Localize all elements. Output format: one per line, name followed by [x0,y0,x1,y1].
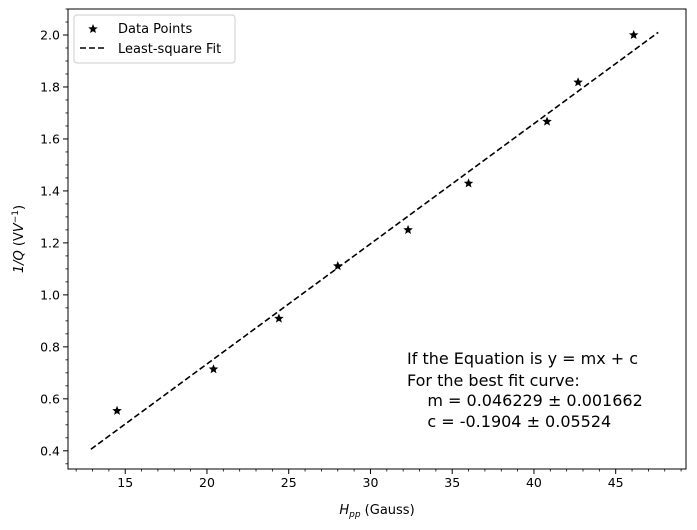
y-tick-label: 2.0 [40,27,60,42]
data-point [208,364,219,374]
y-tick-label: 1.0 [40,287,60,302]
data-point [542,116,552,126]
x-tick-label: 30 [363,475,379,490]
annotation: If the Equation is y = mx + c For the be… [407,349,643,431]
annotation-line-2: For the best fit curve: [407,371,580,390]
fit-line [90,31,659,450]
x-tick-label: 15 [117,475,133,490]
x-axis-label: Hpp (Gauss) [339,503,414,520]
plot-frame [67,8,687,470]
data-point [573,77,583,87]
legend-frame [73,14,236,64]
data-point [463,178,474,188]
x-tick-label: 40 [526,475,542,490]
y-tick-label: 0.4 [40,443,60,458]
y-tick-label: 1.6 [40,131,60,146]
legend-star-marker [88,24,98,34]
x-tick-label: 45 [608,475,624,490]
legend: Data Points Least-square Fit [73,14,236,64]
annotation-line-4: c = -0.1904 ± 0.05524 [407,412,611,431]
data-point [403,224,413,234]
annotation-line-1: If the Equation is y = mx + c [407,349,638,368]
data-point [333,261,343,271]
legend-label-data-points: Data Points [118,22,192,37]
x-tick-label: 25 [281,475,297,490]
data-point [628,29,639,40]
y-axis-label: 1/Q (VV−1) [11,205,27,273]
legend-label-least-square-fit: Least-square Fit [118,42,221,57]
x-tick-label: 35 [444,475,460,490]
y-tick-label: 0.8 [40,339,60,354]
y-tick-label: 1.8 [40,79,60,94]
y-tick-label: 0.6 [40,391,60,406]
data-point [112,405,122,415]
x-tick-label: 20 [199,475,215,490]
annotation-line-3: m = 0.046229 ± 0.001662 [407,391,643,410]
y-tick-label: 1.2 [40,235,60,250]
data-point [274,313,284,323]
y-tick-label: 1.4 [40,183,60,198]
